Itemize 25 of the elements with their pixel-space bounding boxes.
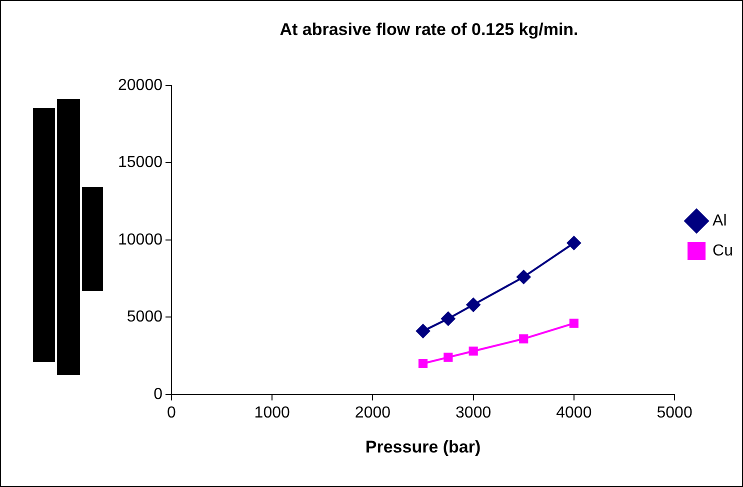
point <box>444 352 453 362</box>
x-axis-title: Pressure (bar) <box>365 437 481 456</box>
x-tick-label: 1000 <box>254 404 290 422</box>
y-tick-label: 15000 <box>118 154 163 172</box>
y-tick-label: 0 <box>154 386 163 403</box>
point <box>569 318 578 328</box>
x-tick-label: 4000 <box>556 404 592 422</box>
y-tick-label: 5000 <box>126 308 163 326</box>
point <box>416 324 430 338</box>
x-tick-label: 2000 <box>354 404 391 422</box>
point <box>418 358 428 368</box>
point <box>466 298 480 312</box>
x-tick-label: 5000 <box>656 404 692 422</box>
point <box>516 270 531 284</box>
point <box>566 236 581 250</box>
point <box>519 334 528 344</box>
x-tick-label: 3000 <box>456 404 492 422</box>
legend-label: Cu <box>712 242 733 260</box>
y-tick-label: 10000 <box>118 231 163 248</box>
x-tick-label: 0 <box>167 404 176 422</box>
legend-label: Al <box>712 212 727 230</box>
y-tick-label: 20000 <box>118 76 163 94</box>
chart-title: At abrasive flow rate of 0.125 kg/min. <box>280 20 578 39</box>
point <box>468 346 478 356</box>
point <box>441 312 456 326</box>
